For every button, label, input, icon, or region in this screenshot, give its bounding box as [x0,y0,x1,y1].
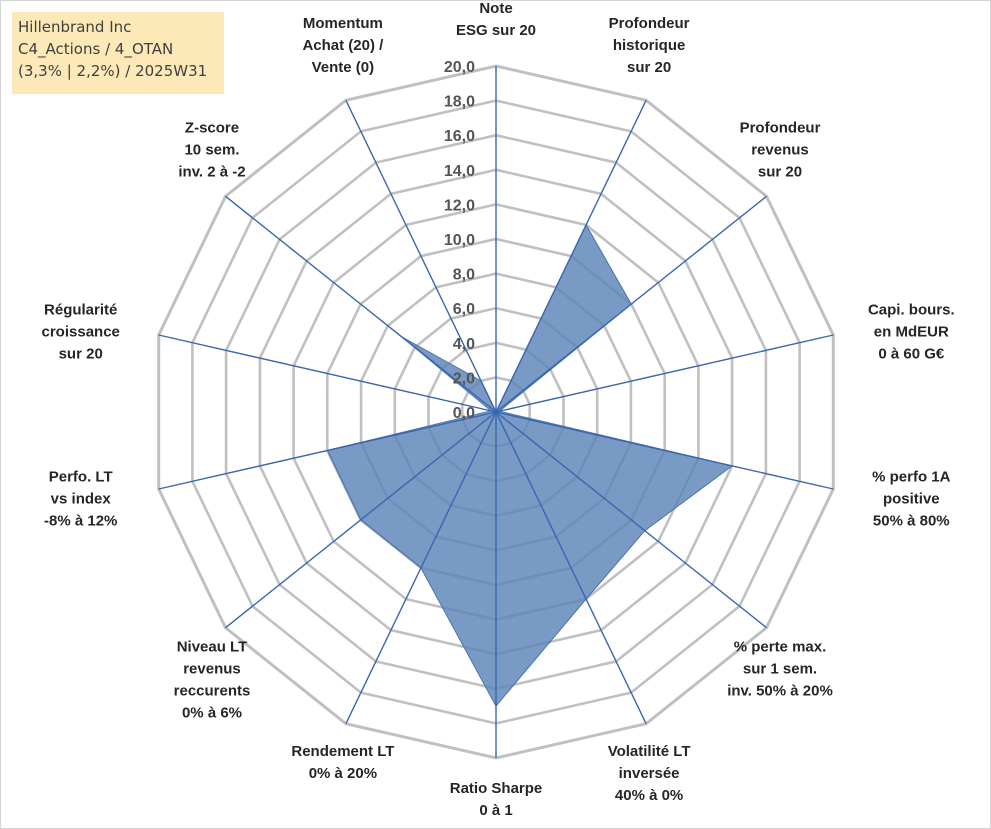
axis-label: Profondeur revenus sur 20 [740,120,821,181]
axis-label-line: Régularité [44,301,117,318]
tick-label: 12,0 [444,197,475,214]
axis-label-line: 10 sem. [184,142,239,159]
axis-label-line: revenus [751,142,809,159]
axis-label-line: revenus [183,660,241,677]
axis-label: % perte max. sur 1 sem. inv. 50% à 20% [727,638,833,699]
axis-label-line: Z-score [185,120,239,137]
axis-label-line: vs index [51,491,112,508]
radar-tick-labels: 0,0 2,0 4,0 6,0 8,0 10,0 12,0 14,0 16,0 18,0 20,0 [444,59,475,422]
radar-spoke [495,411,647,725]
axis-label-line: historique [613,37,686,54]
axis-label: Capi. bours. en MdEUR 0 à 60 G€ [868,301,955,362]
axis-label-line: 40% à 0% [615,787,683,804]
axis-label: Momentum Achat (20) / Vente (0) [302,15,384,76]
axis-label-line: 0% à 6% [182,704,242,721]
axis-label-line: Rendement LT [291,743,394,760]
radar-spoke [225,195,497,413]
tick-label: 18,0 [444,94,475,111]
axis-label-line: Profondeur [740,120,821,137]
axis-label-line: inv. 50% à 20% [727,682,833,699]
radar-spoke [495,334,834,413]
axis-label-line: Momentum [303,15,383,32]
title-line-2: C4_Actions / 4_OTAN [18,40,174,58]
axis-label-line: sur 1 sem. [743,660,817,677]
axis-label-line: sur 20 [59,345,103,362]
tick-label: 8,0 [453,267,475,284]
axis-label: Volatilité LT inversée 40% à 0% [608,743,691,804]
axis-label-line: Perfo. LT [49,469,113,486]
tick-label: 2,0 [453,370,475,387]
axis-label-line: Note [479,0,512,17]
axis-label-line: Capi. bours. [868,301,955,318]
axis-label-line: reccurents [174,682,251,699]
axis-label-line: ESG sur 20 [456,22,536,39]
axis-label: Z-score 10 sem. inv. 2 à -2 [178,120,245,181]
tick-label: 16,0 [444,128,475,145]
axis-label-line: sur 20 [758,164,802,181]
radar-spoke [495,195,767,413]
axis-label-line: 50% à 80% [873,513,950,530]
tick-label: 10,0 [444,232,475,249]
axis-label-line: 0% à 20% [309,765,377,782]
tick-label: 14,0 [444,163,475,180]
axis-label-line: en MdEUR [874,323,949,340]
tick-label: 20,0 [444,59,475,76]
axis-label-line: Achat (20) / [302,37,384,54]
radar-data-area-group [326,223,734,707]
axis-label-line: Vente (0) [312,59,375,76]
radar-axis-labels: Note ESG sur 20 Profondeur historique sur 20… [42,0,955,819]
axis-label-line: Volatilité LT [608,743,691,760]
title-line-3: (3,3% | 2,2%) / 2025W31 [18,62,208,80]
axis-label-line: Ratio Sharpe [450,780,543,797]
axis-label: Perfo. LT vs index -8% à 12% [44,469,117,530]
title-line-1: Hillenbrand Inc [18,18,132,36]
axis-label-line: % perte max. [734,638,827,655]
tick-label: 6,0 [453,301,475,318]
radar-data-area [326,223,734,707]
radar-spoke [158,411,497,490]
axis-label: % perfo 1A positive 50% à 80% [872,469,951,530]
axis-label: Rendement LT 0% à 20% [291,743,394,782]
axis-label-line: -8% à 12% [44,513,117,530]
axis-label-line: sur 20 [627,59,671,76]
radar-spoke [495,411,767,629]
radar-spoke [225,411,497,629]
radar-spoke [158,334,497,413]
tick-label: 4,0 [453,336,475,353]
axis-label-line: croissance [42,323,120,340]
axis-label-line: inversée [619,765,680,782]
axis-label: Niveau LT revenus reccurents 0% à 6% [174,638,251,721]
axis-label-line: Niveau LT [177,638,248,655]
tick-label: 0,0 [453,405,475,422]
axis-label-line: inv. 2 à -2 [178,164,245,181]
axis-label-line: % perfo 1A [872,469,951,486]
axis-label: Ratio Sharpe 0 à 1 [450,780,543,819]
radar-spoke [495,411,834,490]
radar-spoke [345,411,497,725]
axis-label: Régularité croissance sur 20 [42,301,120,362]
axis-label-line: Profondeur [609,15,690,32]
axis-label: Profondeur historique sur 20 [609,15,690,76]
axis-label-line: positive [883,491,940,508]
radar-spoke [495,99,647,413]
title-box: Hillenbrand Inc C4_Actions / 4_OTAN (3,3… [12,12,224,94]
axis-label-line: 0 à 60 G€ [878,345,945,362]
axis-label-line: 0 à 1 [479,802,512,819]
radar-spoke [345,99,497,413]
axis-label: Note ESG sur 20 [456,0,536,39]
radar-spokes [158,66,834,758]
